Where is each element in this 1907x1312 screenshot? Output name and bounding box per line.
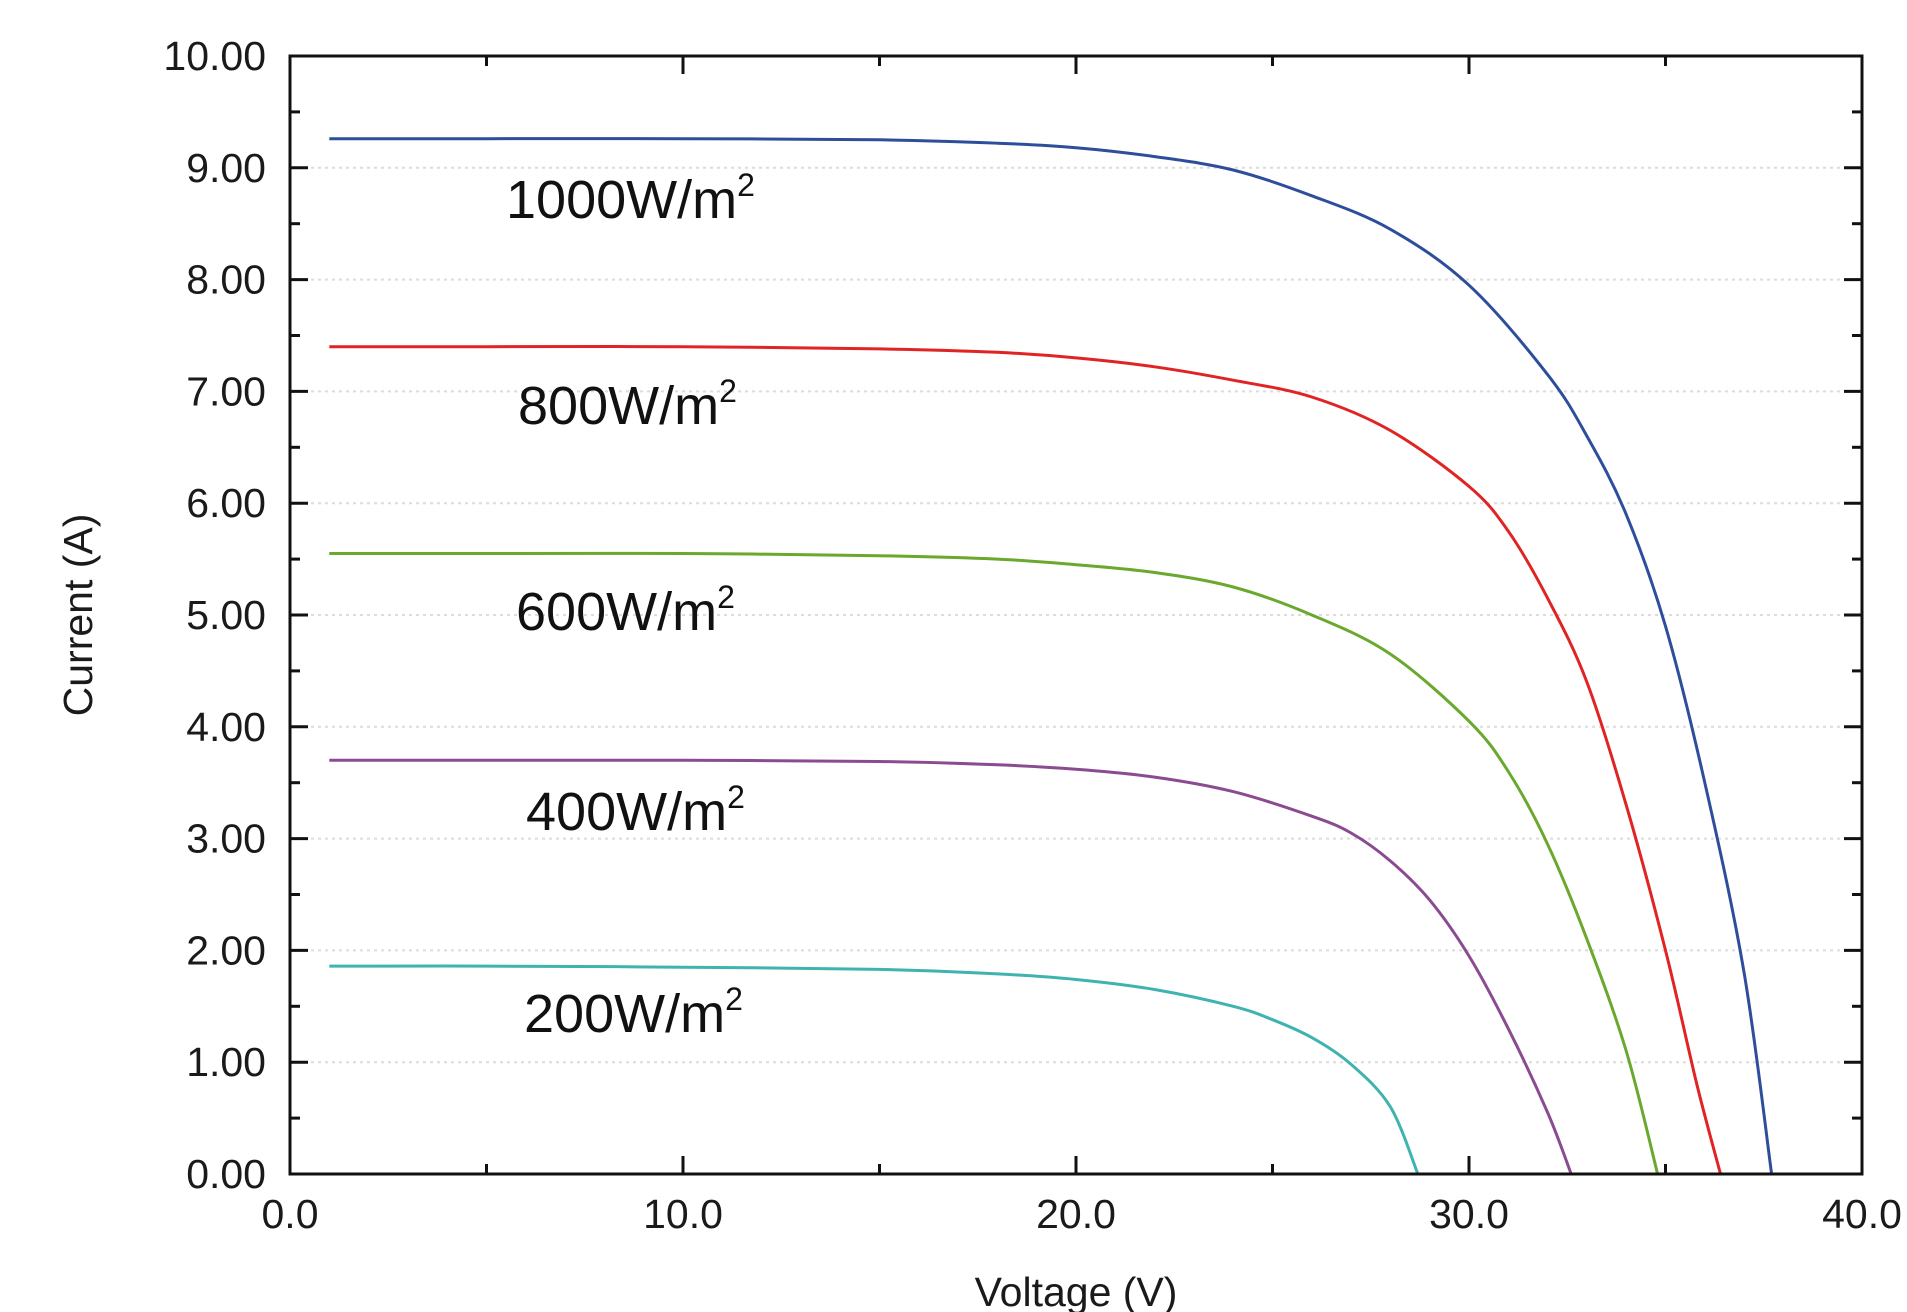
series-label-base: 1000W/m: [506, 170, 737, 230]
series-label: 1000W/m2: [506, 167, 755, 230]
y-tick-label: 2.00: [186, 927, 266, 973]
series-label-superscript: 2: [737, 167, 755, 203]
series-label: 800W/m2: [518, 373, 737, 436]
y-tick-label: 7.00: [186, 368, 266, 414]
series-label-base: 800W/m: [518, 376, 719, 436]
y-tick-label: 1.00: [186, 1039, 266, 1085]
series-label-base: 200W/m: [524, 984, 725, 1044]
axis-ticks: [288, 54, 1864, 1176]
y-tick-label: 3.00: [186, 816, 266, 862]
series-line: [329, 964, 1420, 1175]
y-tick-label: 8.00: [186, 257, 266, 303]
y-tick-labels: 0.00 1.00 2.00 3.00 4.00 5.00 6.00 7.00 8.00 9.00…: [163, 33, 266, 1197]
series-label-superscript: 2: [727, 779, 745, 815]
series-label-base: 600W/m: [516, 582, 717, 642]
series-line: [329, 137, 1774, 1175]
series-label: 400W/m2: [526, 779, 745, 842]
series-line: [329, 758, 1573, 1175]
series-label-superscript: 2: [717, 579, 735, 615]
series-label-base: 400W/m: [526, 782, 727, 842]
x-tick-label: 40.0: [1822, 1191, 1902, 1237]
y-tick-label: 5.00: [186, 592, 266, 638]
series-label-superscript: 2: [725, 981, 743, 1017]
y-tick-label: 9.00: [186, 145, 266, 191]
series-label: 600W/m2: [516, 579, 735, 642]
series-line: [329, 345, 1722, 1175]
x-axis-title: Voltage (V): [975, 1269, 1178, 1312]
x-tick-label: 20.0: [1036, 1191, 1116, 1237]
grid-lines: [290, 166, 1862, 1064]
series-label-superscript: 2: [719, 373, 737, 409]
y-tick-label: 4.00: [186, 704, 266, 750]
y-tick-label: 6.00: [186, 480, 266, 526]
y-axis-title: Current (A): [55, 514, 101, 717]
y-tick-label: 0.00: [186, 1151, 266, 1197]
series-label: 200W/m2: [524, 981, 743, 1044]
y-tick-label: 10.00: [163, 33, 266, 79]
data-series: [329, 137, 1774, 1175]
x-tick-label: 30.0: [1429, 1191, 1509, 1237]
series-line: [329, 551, 1660, 1175]
x-tick-labels: 0.0 10.0 20.0 30.0 40.0: [262, 1191, 1902, 1237]
x-tick-label: 10.0: [643, 1191, 723, 1237]
x-tick-label: 0.0: [262, 1191, 319, 1237]
